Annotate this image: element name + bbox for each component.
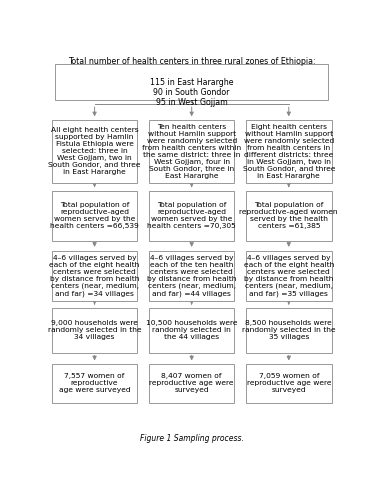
FancyBboxPatch shape [52,364,137,403]
FancyBboxPatch shape [52,250,137,300]
Text: 7,557 women of
reproductive
age were surveyed: 7,557 women of reproductive age were sur… [59,374,131,394]
FancyBboxPatch shape [149,120,234,183]
Text: 10,500 households were
randomly selected in
the 44 villages: 10,500 households were randomly selected… [146,320,237,340]
Text: Total population of
reproductive-aged
women served by the
health centers =66,539: Total population of reproductive-aged wo… [50,202,139,230]
FancyBboxPatch shape [52,191,137,241]
Text: 4–6 villages served by
each of the eight health
centers were selected
by distanc: 4–6 villages served by each of the eight… [49,254,140,296]
FancyBboxPatch shape [149,308,234,352]
FancyBboxPatch shape [149,191,234,241]
Text: 8,407 women of
reproductive age were
surveyed: 8,407 women of reproductive age were sur… [150,374,234,394]
Text: Total number of health centers in three rural zones of Ethiopia:

115 in East Ha: Total number of health centers in three … [68,57,315,108]
Text: Total population of
reproductive-aged
women served by the
health centers =70,305: Total population of reproductive-aged wo… [147,202,236,230]
Text: 7,059 women of
reproductive age were
surveyed: 7,059 women of reproductive age were sur… [246,374,331,394]
Text: Figure 1 Sampling process.: Figure 1 Sampling process. [140,434,243,443]
Text: Total population of
reproductive-aged women
served by the health
centers =61,385: Total population of reproductive-aged wo… [239,202,338,230]
FancyBboxPatch shape [246,120,331,183]
Text: All eight health centers
supported by Hamlin
Fistula Ethiopia were
selected: thr: All eight health centers supported by Ha… [48,128,141,176]
FancyBboxPatch shape [246,191,331,241]
FancyBboxPatch shape [149,250,234,300]
Text: 4–6 villages served by
each of the ten health
centers were selected
by distance : 4–6 villages served by each of the ten h… [147,254,236,296]
Text: 8,500 households were
randomly selected in the
35 villages: 8,500 households were randomly selected … [242,320,335,340]
FancyBboxPatch shape [149,364,234,403]
Text: Ten health centers
without Hamlin support
were randomly selected
from health cen: Ten health centers without Hamlin suppor… [142,124,241,179]
FancyBboxPatch shape [246,364,331,403]
Text: Eight health centers
without Hamlin support
were randomly selected
from health c: Eight health centers without Hamlin supp… [242,124,335,179]
Text: 9,000 households were
randomly selected in the
34 villages: 9,000 households were randomly selected … [48,320,141,340]
FancyBboxPatch shape [55,64,328,100]
FancyBboxPatch shape [246,250,331,300]
Text: 4–6 villages served by
each of the eight health
centers were selected
by distanc: 4–6 villages served by each of the eight… [243,254,334,296]
FancyBboxPatch shape [52,120,137,183]
FancyBboxPatch shape [52,308,137,352]
FancyBboxPatch shape [246,308,331,352]
